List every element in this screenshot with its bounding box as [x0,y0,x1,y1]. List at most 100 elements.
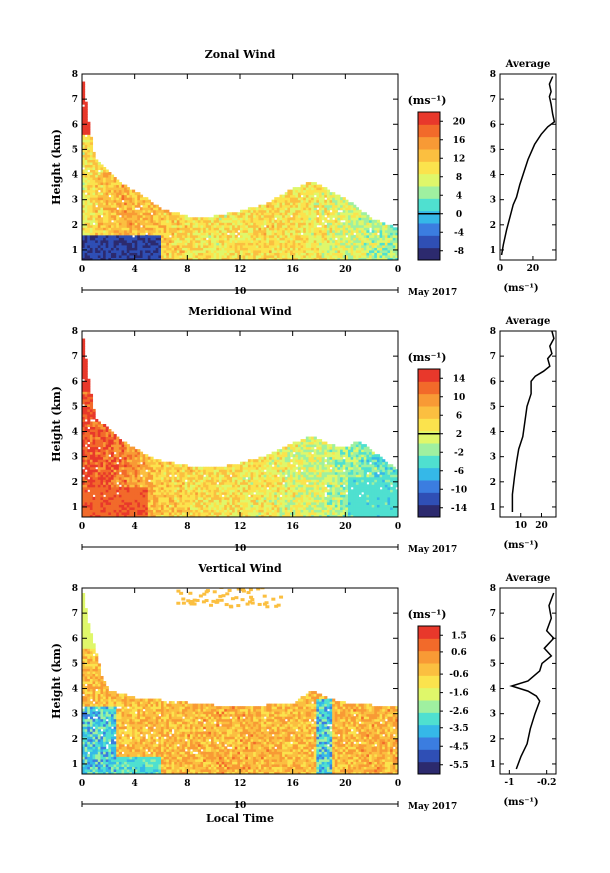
zonal-wind-heatmap-cell [263,232,267,236]
meridional-wind-heatmap-cell [89,449,94,453]
meridional-wind-heatmap-cell [174,466,178,470]
meridional-wind-heatmap-cell [155,511,159,515]
meridional-wind-heatmap-cell [203,484,207,488]
zonal-wind-heatmap-cell [329,252,333,256]
meridional-wind-heatmap-cell [132,461,136,465]
meridional-wind-heatmap-cell [121,474,125,478]
zonal-wind-heatmap-cell [139,209,144,213]
zonal-wind-heatmap-cell [242,229,246,233]
zonal-wind-heatmap-cell [284,234,288,238]
zonal-wind-heatmap-cell [113,204,117,208]
zonal-wind-heatmap-cell [118,222,122,226]
zonal-wind-heatmap-cell [366,239,370,243]
meridional-wind-heatmap-cell [163,481,167,485]
zonal-wind-heatmap-cell [116,212,120,216]
zonal-wind-heatmap-cell [324,219,328,223]
zonal-wind-heatmap-cell [95,192,99,196]
zonal-wind-heatmap-cell [361,222,365,226]
zonal-wind-heatmap-cell [374,257,378,260]
meridional-wind-heatmap-cell [92,509,96,513]
zonal-wind-heatmap-cell [92,194,96,198]
meridional-wind-heatmap-cell [82,509,86,513]
zonal-wind-heatmap-cell [110,244,115,248]
meridional-wind-heatmap-cell [110,441,115,445]
meridional-wind-heatmap-cell [126,474,130,478]
zonal-wind-heatmap-cell [384,247,388,251]
zonal-wind-heatmap-cell [97,167,101,171]
meridional-wind-heatmap-cell [263,474,267,478]
meridional-wind-heatmap-cell [195,499,199,503]
meridional-wind-heatmap-cell [95,464,99,468]
zonal-wind-heatmap-cell [213,234,217,238]
zonal-wind-heatmap-cell [145,212,149,216]
meridional-wind-heatmap-cell [100,431,104,435]
zonal-wind-heatmap-cell [282,237,286,241]
zonal-wind-heatmap-cell [326,212,331,216]
zonal-wind-heatmap-cell [216,247,220,251]
zonal-wind-heatmap-cell [221,219,225,223]
zonal-wind-heatmap-cell [129,229,133,233]
meridional-wind-heatmap-cell [221,506,225,510]
zonal-wind-heatmap-cell [332,192,336,196]
zonal-wind-heatmap-cell [95,257,99,260]
zonal-wind-heatmap-cell [137,252,141,256]
zonal-wind-heatmap-cell [129,197,133,201]
meridional-wind-heatmap-cell [124,474,128,478]
zonal-wind-heatmap-cell [203,219,207,223]
meridional-wind-heatmap-cell [105,459,109,463]
meridional-wind-heatmap-cell [108,464,112,468]
zonal-wind-heatmap-cell [268,234,273,238]
meridional-wind-heatmap-cell [216,469,220,473]
meridional-wind-heatmap-cell [195,496,199,500]
meridional-wind-heatmap-cell [89,456,94,460]
meridional-wind-heatmap-cell [189,509,194,513]
zonal-wind-heatmap-cell [105,232,109,236]
meridional-wind-heatmap-cell [197,466,201,470]
zonal-wind-heatmap-cell [155,252,159,256]
zonal-wind-heatmap-cell [313,252,317,256]
meridional-wind-heatmap-cell [82,386,86,390]
zonal-wind-heatmap-cell [137,219,141,223]
zonal-wind-heatmap-cell [292,209,296,213]
zonal-wind-heatmap-cell [95,249,99,253]
zonal-wind-heatmap-cell [313,212,317,216]
zonal-wind-heatmap-cell [100,239,104,243]
meridional-wind-heatmap-cell [211,474,215,478]
zonal-wind-heatmap-cell [258,204,262,208]
meridional-wind-heatmap-cell [195,506,199,510]
zonal-wind-heatmap-cell [82,81,86,85]
meridional-wind-heatmap-cell [121,441,125,445]
zonal-wind-heatmap-cell [297,204,302,208]
zonal-wind-heatmap-cell [103,202,107,206]
zonal-wind-heatmap-cell [171,222,175,226]
meridional-wind-heatmap-cell [166,514,170,517]
meridional-wind-heatmap-cell [126,494,130,498]
zonal-wind-heatmap-cell [84,104,88,108]
zonal-wind-heatmap-cell [84,131,88,135]
meridional-wind-heatmap-cell [168,466,173,470]
meridional-wind-heatmap-cell [142,476,146,480]
zonal-wind-heatmap-cell [129,237,133,241]
zonal-wind-heatmap-cell [105,217,109,221]
meridional-wind-heatmap-cell [221,486,225,490]
zonal-wind-heatmap-cell [82,106,86,110]
meridional-wind-heatmap-cell [229,486,233,490]
meridional-wind-heatmap-cell [203,501,207,505]
zonal-wind-heatmap-cell [250,254,254,258]
zonal-wind-heatmap-cell [245,222,249,226]
zonal-wind-average-frame [499,73,557,261]
meridional-wind-heatmap-cell [261,466,265,470]
meridional-wind-heatmap-cell [145,514,149,517]
meridional-wind-heatmap-cell [240,511,244,515]
meridional-wind-heatmap-cell [126,476,130,480]
meridional-wind-heatmap-cell [137,481,141,485]
zonal-wind-heatmap-cell [311,234,315,238]
meridional-wind-heatmap-cell [200,474,204,478]
zonal-wind-heatmap-cell [376,257,381,260]
zonal-wind-heatmap-cell [268,257,273,260]
zonal-wind-heatmap-cell [332,202,336,206]
zonal-wind-heatmap-cell [297,229,302,233]
meridional-wind-heatmap-cell [218,491,223,495]
zonal-wind-heatmap-cell [100,212,104,216]
meridional-wind-heatmap-cell [271,476,275,480]
